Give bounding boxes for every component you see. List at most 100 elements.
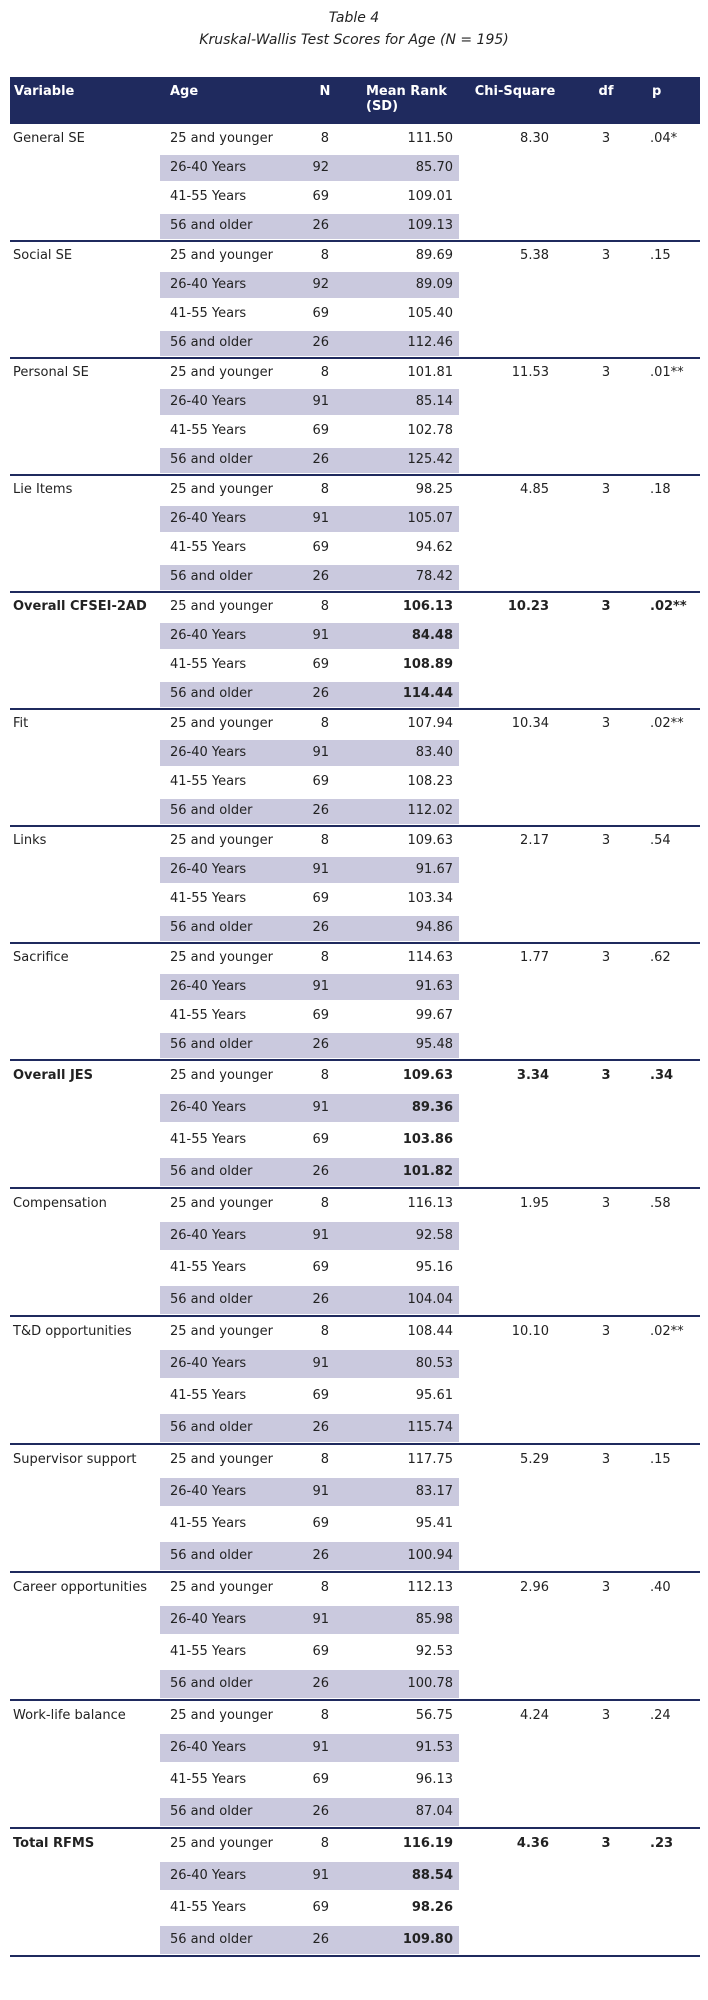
age-cell: 56 and older: [170, 1548, 253, 1563]
p-cell: .02**: [650, 715, 684, 731]
age-cell: 26-40 Years: [170, 1356, 247, 1371]
n-cell: 91: [312, 1868, 329, 1883]
mean-rank-cell: 91.67: [415, 861, 453, 877]
row-shade: [160, 974, 459, 1000]
n-cell: 91: [312, 627, 329, 643]
df-cell: 3: [601, 481, 611, 497]
n-cell: 26: [312, 1164, 329, 1179]
df-cell: 3: [601, 247, 611, 263]
age-cell: 26-40 Years: [170, 861, 247, 877]
n-cell: 69: [312, 1772, 329, 1787]
age-cell: 41-55 Years: [170, 657, 247, 673]
age-cell: 26-40 Years: [170, 1228, 247, 1243]
age-cell: 41-55 Years: [170, 1008, 247, 1024]
row-shade: [160, 1286, 459, 1314]
row-shade: [160, 681, 459, 707]
mean-rank-cell: 80.53: [415, 1356, 453, 1371]
p-cell: .58: [650, 1196, 671, 1211]
mean-rank-cell: 105.40: [407, 306, 454, 322]
age-cell: 25 and younger: [170, 1324, 273, 1339]
age-cell: 25 and younger: [170, 832, 273, 848]
mean-rank-cell: 87.04: [415, 1804, 453, 1819]
row-shade: [160, 915, 459, 941]
row-separator: [10, 357, 700, 359]
age-cell: 26-40 Years: [170, 1612, 247, 1627]
n-cell: 8: [320, 1452, 329, 1467]
age-cell: 56 and older: [170, 1164, 253, 1179]
row-separator: [10, 240, 700, 242]
n-cell: 8: [320, 130, 329, 146]
mean-rank-cell: 103.34: [407, 891, 454, 907]
mean-rank-cell: 108.89: [402, 657, 453, 673]
chi-square-cell: 11.53: [511, 364, 549, 380]
chi-square-cell: 4.85: [520, 481, 549, 497]
p-cell: .02**: [650, 1324, 684, 1339]
row-separator: [10, 1059, 700, 1061]
mean-rank-cell: 109.63: [402, 1068, 453, 1083]
age-cell: 41-55 Years: [170, 1772, 247, 1787]
mean-rank-cell: 112.02: [407, 803, 454, 819]
p-cell: .24: [650, 1708, 671, 1723]
mean-rank-cell: 92.58: [415, 1228, 453, 1243]
df-cell: 3: [601, 1580, 611, 1595]
mean-rank-cell: 112.13: [407, 1580, 454, 1595]
row-shade: [160, 1862, 459, 1890]
age-cell: 41-55 Years: [170, 891, 247, 907]
row-shade: [160, 1222, 459, 1250]
age-cell: 56 and older: [170, 1932, 253, 1947]
column-header: Variable: [14, 84, 75, 99]
mean-rank-cell: 109.63: [407, 832, 454, 848]
age-cell: 56 and older: [170, 452, 253, 468]
chi-square-cell: 1.77: [520, 949, 549, 965]
n-cell: 69: [312, 1008, 329, 1024]
n-cell: 26: [312, 335, 329, 351]
chi-square-cell: 4.36: [516, 1836, 549, 1851]
row-shade: [160, 1158, 459, 1186]
row-separator: [10, 1699, 700, 1701]
variable-cell: Overall CFSEI-2AD: [13, 598, 147, 614]
variable-cell: T&D opportunities: [13, 1324, 132, 1339]
mean-rank-cell: 98.25: [415, 481, 453, 497]
mean-rank-cell: 117.75: [407, 1452, 454, 1467]
age-cell: 25 and younger: [170, 949, 273, 965]
age-cell: 25 and younger: [170, 130, 273, 146]
age-cell: 25 and younger: [170, 598, 273, 614]
n-cell: 26: [312, 1292, 329, 1307]
age-cell: 26-40 Years: [170, 627, 247, 643]
age-cell: 25 and younger: [170, 1708, 273, 1723]
age-cell: 56 and older: [170, 1292, 253, 1307]
mean-rank-cell: 83.17: [415, 1484, 453, 1499]
row-separator: [10, 1827, 700, 1829]
chi-square-cell: 2.96: [520, 1580, 549, 1595]
n-cell: 8: [320, 832, 329, 848]
row-shade: [160, 1926, 459, 1954]
age-cell: 56 and older: [170, 335, 253, 351]
row-separator: [10, 1571, 700, 1573]
age-cell: 25 and younger: [170, 247, 273, 263]
variable-cell: Career opportunities: [13, 1580, 147, 1595]
mean-rank-cell: 115.74: [407, 1420, 454, 1435]
chi-square-cell: 5.38: [520, 247, 549, 263]
p-cell: .15: [650, 1452, 671, 1467]
df-cell: 3: [601, 1708, 611, 1723]
n-cell: 26: [312, 1548, 329, 1563]
mean-rank-cell: 104.04: [407, 1292, 454, 1307]
chi-square-cell: 3.34: [516, 1068, 549, 1083]
n-cell: 91: [312, 510, 329, 526]
n-cell: 69: [312, 1900, 329, 1915]
age-cell: 25 and younger: [170, 1452, 273, 1467]
n-cell: 8: [320, 247, 329, 263]
mean-rank-cell: 106.13: [402, 598, 453, 614]
df-cell: 3: [601, 1452, 611, 1467]
n-cell: 8: [320, 1836, 329, 1851]
mean-rank-cell: 109.01: [407, 189, 454, 205]
age-cell: 41-55 Years: [170, 189, 247, 205]
row-separator: [10, 942, 700, 944]
n-cell: 91: [312, 978, 329, 994]
row-shade: [160, 798, 459, 824]
row-shade: [160, 155, 459, 181]
age-cell: 25 and younger: [170, 481, 273, 497]
mean-rank-cell: 107.94: [407, 715, 454, 731]
mean-rank-cell: 85.70: [415, 159, 453, 175]
age-cell: 25 and younger: [170, 1068, 273, 1083]
